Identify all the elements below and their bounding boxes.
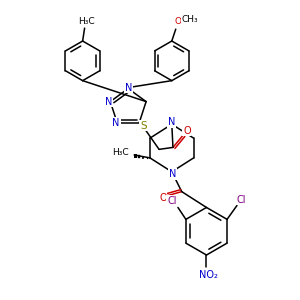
- Text: N: N: [168, 117, 176, 127]
- Text: CH₃: CH₃: [181, 15, 198, 24]
- Text: H₃C: H₃C: [112, 148, 129, 158]
- Text: O: O: [159, 193, 167, 202]
- Text: N: N: [105, 97, 112, 106]
- Text: N: N: [112, 118, 120, 128]
- Text: H₃C: H₃C: [78, 17, 95, 26]
- Text: N: N: [124, 82, 132, 93]
- Text: NO₂: NO₂: [199, 270, 218, 280]
- Text: Cl: Cl: [236, 194, 246, 205]
- Text: S: S: [140, 121, 146, 130]
- Text: N: N: [169, 169, 176, 179]
- Text: Cl: Cl: [167, 196, 177, 206]
- Text: O: O: [174, 17, 181, 26]
- Text: O: O: [183, 126, 190, 136]
